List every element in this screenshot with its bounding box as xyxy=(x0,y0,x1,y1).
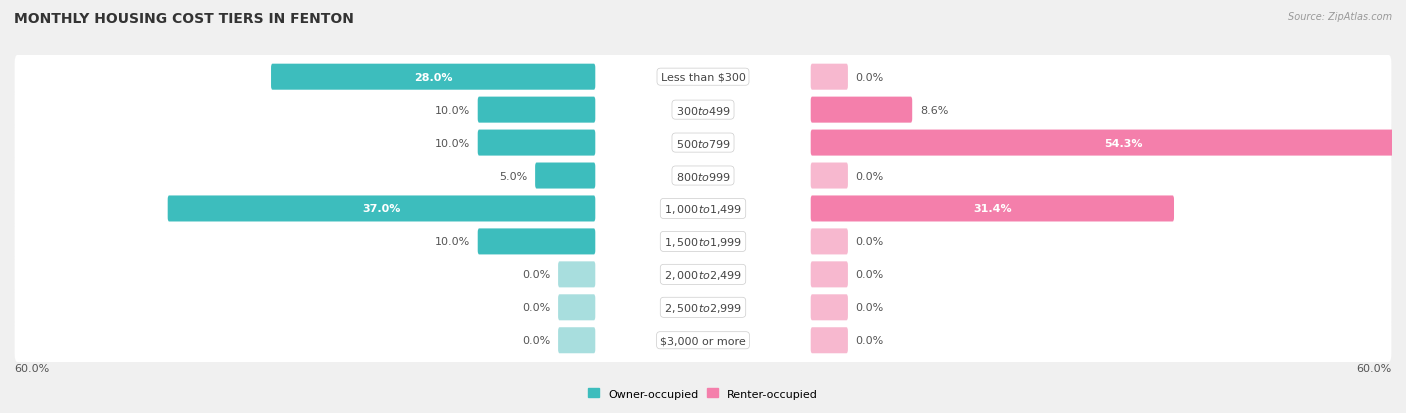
FancyBboxPatch shape xyxy=(811,163,848,189)
Text: $500 to $799: $500 to $799 xyxy=(675,137,731,149)
FancyBboxPatch shape xyxy=(271,64,595,90)
Text: $1,500 to $1,999: $1,500 to $1,999 xyxy=(664,235,742,248)
Text: $300 to $499: $300 to $499 xyxy=(675,104,731,116)
FancyBboxPatch shape xyxy=(811,196,1174,222)
Text: 0.0%: 0.0% xyxy=(856,73,884,83)
FancyBboxPatch shape xyxy=(811,294,848,320)
FancyBboxPatch shape xyxy=(811,229,848,255)
FancyBboxPatch shape xyxy=(14,187,1392,230)
Text: 0.0%: 0.0% xyxy=(856,335,884,345)
FancyBboxPatch shape xyxy=(478,97,595,123)
FancyBboxPatch shape xyxy=(14,56,1392,99)
Text: Source: ZipAtlas.com: Source: ZipAtlas.com xyxy=(1288,12,1392,22)
FancyBboxPatch shape xyxy=(14,319,1392,362)
FancyBboxPatch shape xyxy=(558,294,595,320)
Text: 0.0%: 0.0% xyxy=(856,171,884,181)
FancyBboxPatch shape xyxy=(478,130,595,156)
FancyBboxPatch shape xyxy=(811,64,848,90)
Text: $3,000 or more: $3,000 or more xyxy=(661,335,745,345)
Text: 0.0%: 0.0% xyxy=(856,237,884,247)
Text: $2,000 to $2,499: $2,000 to $2,499 xyxy=(664,268,742,281)
Text: $800 to $999: $800 to $999 xyxy=(675,170,731,182)
Text: 8.6%: 8.6% xyxy=(920,105,949,115)
FancyBboxPatch shape xyxy=(811,262,848,288)
Text: 10.0%: 10.0% xyxy=(434,237,470,247)
Text: 0.0%: 0.0% xyxy=(856,270,884,280)
FancyBboxPatch shape xyxy=(14,154,1392,198)
Text: 28.0%: 28.0% xyxy=(413,73,453,83)
Text: $1,000 to $1,499: $1,000 to $1,499 xyxy=(664,202,742,216)
Text: 54.3%: 54.3% xyxy=(1105,138,1143,148)
Text: 37.0%: 37.0% xyxy=(363,204,401,214)
FancyBboxPatch shape xyxy=(558,262,595,288)
FancyBboxPatch shape xyxy=(14,286,1392,329)
Legend: Owner-occupied, Renter-occupied: Owner-occupied, Renter-occupied xyxy=(588,388,818,399)
Text: 0.0%: 0.0% xyxy=(856,303,884,313)
Text: 10.0%: 10.0% xyxy=(434,105,470,115)
FancyBboxPatch shape xyxy=(14,220,1392,263)
Text: MONTHLY HOUSING COST TIERS IN FENTON: MONTHLY HOUSING COST TIERS IN FENTON xyxy=(14,12,354,26)
FancyBboxPatch shape xyxy=(811,130,1406,156)
FancyBboxPatch shape xyxy=(811,97,912,123)
Text: 0.0%: 0.0% xyxy=(522,303,550,313)
Text: 31.4%: 31.4% xyxy=(973,204,1012,214)
FancyBboxPatch shape xyxy=(811,328,848,354)
Text: 0.0%: 0.0% xyxy=(522,335,550,345)
FancyBboxPatch shape xyxy=(558,328,595,354)
FancyBboxPatch shape xyxy=(536,163,595,189)
FancyBboxPatch shape xyxy=(14,89,1392,132)
FancyBboxPatch shape xyxy=(14,121,1392,165)
Text: 10.0%: 10.0% xyxy=(434,138,470,148)
FancyBboxPatch shape xyxy=(14,253,1392,297)
Text: 60.0%: 60.0% xyxy=(1357,363,1392,373)
Text: Less than $300: Less than $300 xyxy=(661,73,745,83)
FancyBboxPatch shape xyxy=(478,229,595,255)
Text: $2,500 to $2,999: $2,500 to $2,999 xyxy=(664,301,742,314)
FancyBboxPatch shape xyxy=(167,196,595,222)
Text: 60.0%: 60.0% xyxy=(14,363,49,373)
Text: 5.0%: 5.0% xyxy=(499,171,527,181)
Text: 0.0%: 0.0% xyxy=(522,270,550,280)
